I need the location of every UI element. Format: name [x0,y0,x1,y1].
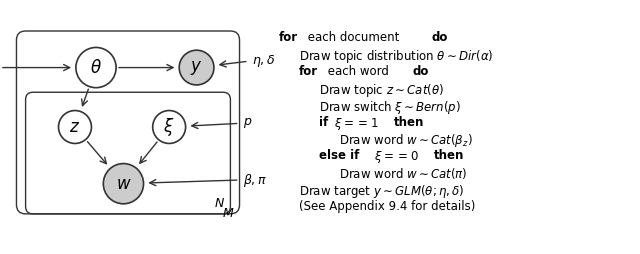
Text: $\xi$: $\xi$ [163,116,175,138]
Text: do: do [431,31,448,44]
Circle shape [58,110,92,144]
Text: each document: each document [303,31,403,44]
Text: for: for [299,65,318,78]
Text: Draw word $w \sim Cat(\beta_z)$: Draw word $w \sim Cat(\beta_z)$ [339,133,473,150]
Text: $\theta$: $\theta$ [90,59,102,76]
Text: else if: else if [319,149,360,162]
Text: $w$: $w$ [116,175,131,193]
Text: $N$: $N$ [214,197,225,210]
Circle shape [179,50,214,85]
Text: then: then [394,116,424,129]
Text: each word: each word [324,65,392,78]
Text: $\xi == 1$: $\xi == 1$ [331,116,380,132]
Text: Draw word $w \sim Cat(\pi)$: Draw word $w \sim Cat(\pi)$ [339,166,468,181]
Text: $M$: $M$ [221,207,234,220]
Text: Draw target $y \sim GLM(\theta; \eta, \delta)$: Draw target $y \sim GLM(\theta; \eta, \d… [299,183,465,200]
Text: $\xi == 0$: $\xi == 0$ [371,149,420,165]
Text: $y$: $y$ [190,59,203,76]
Text: if: if [319,116,328,129]
Text: (See Appendix 9.4 for details): (See Appendix 9.4 for details) [299,200,476,213]
Text: Draw topic distribution $\theta \sim Dir(\alpha)$: Draw topic distribution $\theta \sim Dir… [299,48,493,65]
Text: then: then [434,149,464,162]
Text: for: for [279,31,298,44]
Circle shape [153,110,186,144]
Text: $z$: $z$ [69,118,81,136]
Circle shape [76,47,116,88]
Text: $\eta, \delta$: $\eta, \delta$ [252,53,276,69]
Text: Draw switch $\xi \sim Bern(p)$: Draw switch $\xi \sim Bern(p)$ [319,99,461,116]
Text: $\beta, \pi$: $\beta, \pi$ [243,171,268,188]
Text: $p$: $p$ [243,116,253,130]
Circle shape [103,164,143,204]
Text: Draw topic $z \sim Cat(\theta)$: Draw topic $z \sim Cat(\theta)$ [319,82,444,99]
Text: do: do [412,65,429,78]
